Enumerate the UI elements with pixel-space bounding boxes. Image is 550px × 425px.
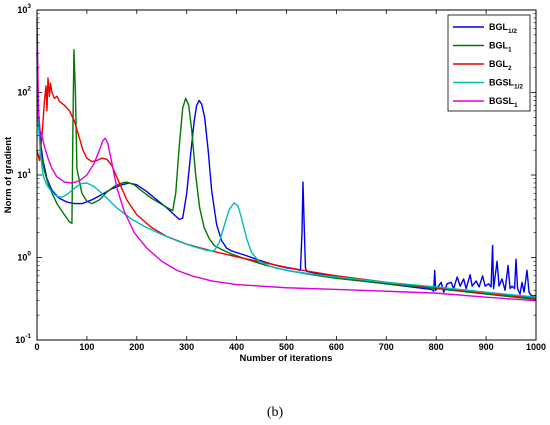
x-tick-label: 1000: [526, 342, 546, 352]
legend: BGL1/2 BGL1 BGL2 BGSL1/2 BGSL1: [447, 14, 531, 112]
legend-label-3: BGSL1/2: [489, 78, 523, 91]
x-tick-label: 0: [34, 342, 39, 352]
x-tick-label: 700: [379, 342, 394, 352]
y-ticks: 103 102 101 100 10-1: [15, 3, 536, 345]
series-line-3: [36, 34, 537, 298]
x-tick-label: 200: [129, 342, 144, 352]
x-ticks: 0 100 200 300 400 500 600 700 800 900 1000: [34, 10, 546, 352]
legend-box: [447, 14, 531, 112]
chart: 0 100 200 300 400 500 600 700 800 900 1000 1031021…: [3, 3, 546, 364]
y-tick-label: 101: [17, 168, 31, 180]
figure-caption: (b): [266, 405, 284, 420]
x-tick-label: 600: [329, 342, 344, 352]
x-tick-label: 500: [279, 342, 294, 352]
y-tick-label: 10-1: [15, 333, 31, 345]
x-axis-label: Number of iterations: [240, 353, 333, 364]
legend-label-2: BGL2: [489, 59, 512, 72]
y-tick-label: 102: [17, 86, 31, 98]
x-tick-label: 800: [429, 342, 444, 352]
legend-label-0: BGL1/2: [489, 22, 517, 35]
y-axis-label: Norm of gradient: [3, 136, 14, 213]
x-tick-label: 900: [479, 342, 494, 352]
legend-label-4: BGSL1: [489, 96, 518, 109]
y-tick-label: 103: [17, 3, 31, 15]
series-line-4: [36, 17, 537, 302]
series-layer: [36, 17, 537, 302]
y-tick-label: 100: [17, 251, 31, 263]
x-tick-label: 100: [79, 342, 94, 352]
x-tick-label: 400: [229, 342, 244, 352]
legend-label-1: BGL1: [489, 41, 512, 54]
series-line-0: [36, 53, 537, 297]
x-tick-label: 300: [179, 342, 194, 352]
